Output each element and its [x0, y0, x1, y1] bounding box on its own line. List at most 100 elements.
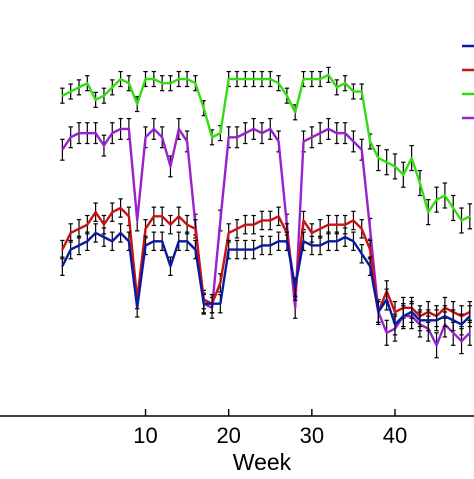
data-point [344, 82, 347, 85]
legend [462, 44, 474, 120]
data-point [385, 298, 388, 301]
series-line [61, 206, 471, 318]
series-2 [60, 198, 473, 328]
data-point [419, 319, 421, 322]
data-point [319, 244, 322, 247]
data-point [161, 215, 164, 218]
data-point [285, 94, 288, 97]
data-point [294, 306, 297, 309]
data-point [377, 157, 380, 159]
data-point [111, 240, 114, 243]
data-point [69, 248, 72, 251]
data-point [269, 78, 272, 80]
data-point [468, 315, 471, 318]
data-point [335, 240, 338, 243]
data-point [402, 315, 405, 318]
data-point [352, 240, 355, 243]
data-point [460, 219, 463, 222]
data-point [369, 248, 371, 251]
data-point [227, 136, 230, 139]
data-point [360, 90, 363, 93]
data-point [152, 240, 155, 243]
data-point [211, 136, 213, 139]
data-point [468, 215, 471, 218]
data-point [394, 323, 396, 326]
data-point [219, 219, 222, 222]
data-point [103, 236, 105, 239]
data-point [78, 132, 80, 135]
data-point [219, 302, 222, 305]
data-point [310, 136, 313, 139]
x-axis: 10 20 30 40 [0, 409, 474, 448]
data-point [385, 161, 388, 164]
data-point [169, 165, 172, 168]
data-point [86, 223, 89, 226]
data-point [352, 140, 355, 143]
data-point [136, 306, 139, 309]
data-point [119, 232, 122, 234]
data-point [294, 111, 297, 114]
data-point [103, 144, 105, 147]
data-point [452, 331, 455, 334]
data-point [152, 78, 155, 80]
data-point [202, 107, 205, 110]
data-point [302, 219, 305, 222]
data-point [236, 248, 238, 251]
data-point [244, 223, 247, 226]
data-point [61, 265, 64, 268]
data-point [161, 82, 164, 85]
x-tick-label: 30 [300, 423, 324, 448]
data-point [69, 90, 72, 93]
data-point [360, 148, 363, 151]
data-point [344, 223, 347, 226]
data-point [443, 194, 446, 197]
data-point [252, 78, 255, 80]
data-point [119, 128, 122, 130]
data-point [69, 136, 72, 139]
data-point [211, 302, 213, 305]
data-point [244, 132, 247, 135]
data-point [127, 240, 130, 243]
data-point [252, 128, 255, 130]
data-point [244, 248, 247, 251]
x-tick-label: 20 [216, 423, 240, 448]
data-point [186, 140, 189, 143]
data-point [127, 128, 130, 130]
data-point [136, 219, 139, 222]
data-point [61, 148, 64, 151]
series-line [61, 231, 471, 326]
data-point [94, 211, 97, 214]
data-point [443, 315, 446, 318]
data-point [277, 140, 280, 143]
data-point [310, 78, 313, 80]
data-point [310, 244, 313, 247]
data-point [285, 240, 288, 243]
data-point [452, 319, 455, 322]
data-point [460, 340, 463, 343]
data-point [435, 198, 438, 201]
data-point [269, 244, 272, 247]
data-point [111, 132, 114, 135]
data-point [327, 240, 330, 243]
data-point [394, 311, 396, 313]
data-point [152, 128, 155, 130]
data-point [161, 136, 164, 139]
data-point [236, 78, 238, 80]
data-point [302, 240, 305, 243]
data-point [335, 132, 338, 135]
data-point [186, 78, 189, 80]
data-point [377, 311, 380, 313]
data-point [327, 223, 330, 226]
data-point [227, 78, 230, 80]
data-point [468, 331, 471, 334]
data-point [61, 248, 64, 251]
series-3 [60, 223, 473, 336]
data-point [352, 219, 355, 222]
data-point [294, 286, 297, 288]
x-tick-label: 10 [133, 423, 157, 448]
data-point [144, 244, 147, 247]
x-axis-label: Week [233, 449, 292, 474]
data-point [186, 240, 189, 243]
data-point [427, 211, 430, 214]
